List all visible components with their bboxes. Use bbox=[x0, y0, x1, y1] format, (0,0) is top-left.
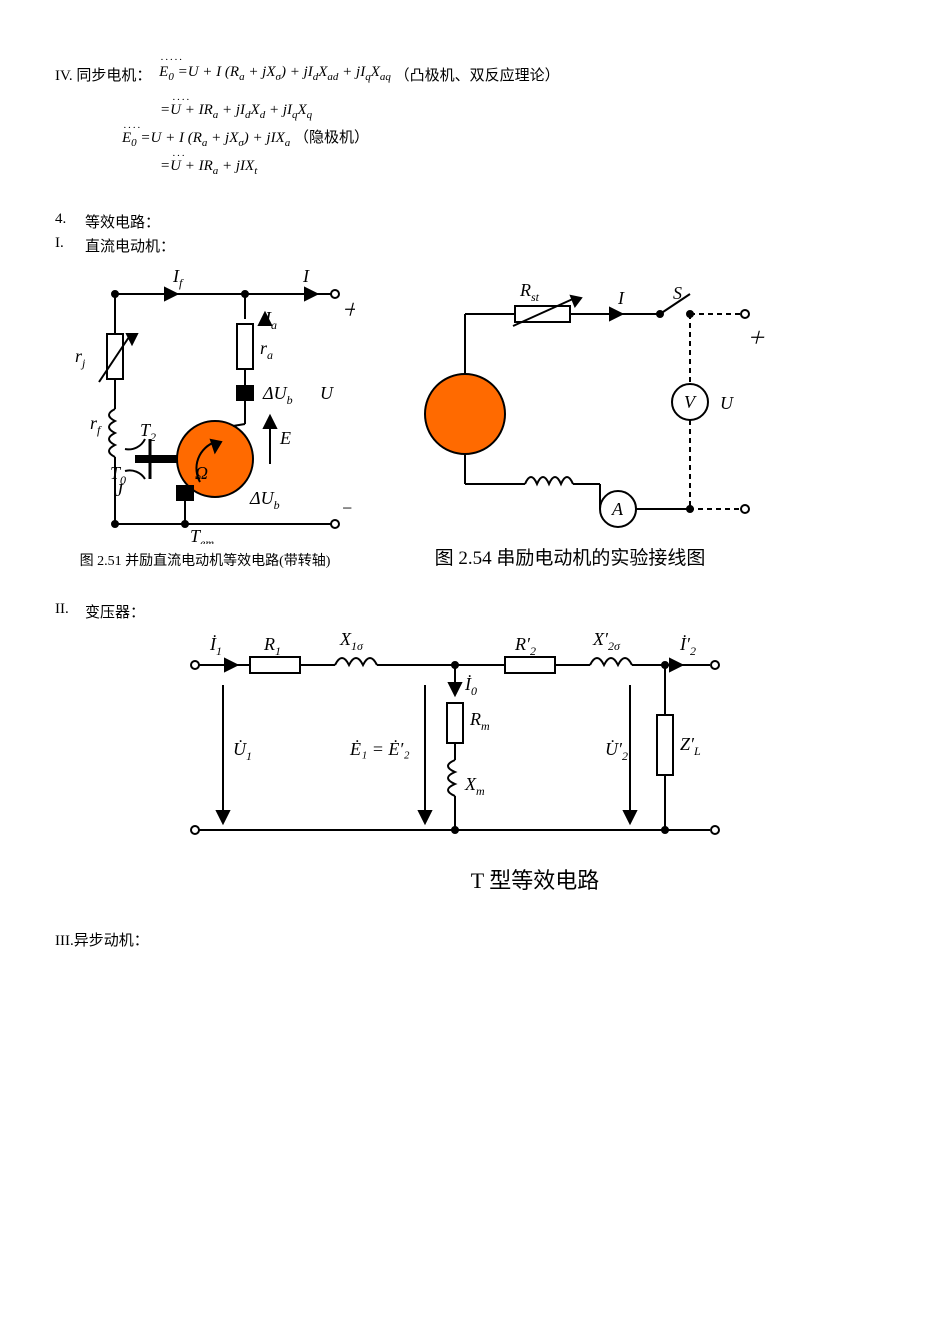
eq2-dots: ···· bbox=[172, 86, 191, 114]
lbl-R1: R1 bbox=[263, 634, 281, 658]
eq1-b6: X bbox=[371, 64, 380, 80]
lbl-U2p: U̇′2 bbox=[605, 738, 628, 763]
eq1-note: （凸极机、双反应理论） bbox=[395, 68, 560, 84]
eq2-b5: X bbox=[298, 102, 307, 118]
lbl-I1: İ1 bbox=[209, 634, 222, 658]
lbl-Omega: Ω bbox=[195, 463, 208, 483]
sec4-title: 等效电路： bbox=[85, 211, 160, 232]
lbl-I2p: İ′2 bbox=[679, 634, 696, 658]
lbl-minus: − bbox=[341, 498, 353, 518]
eq1-b1: =U + I (R bbox=[178, 64, 239, 80]
secI-title: 直流电动机： bbox=[85, 235, 175, 256]
lbl-dUb1: ΔUb bbox=[262, 383, 293, 407]
lbl-S: S bbox=[673, 284, 682, 303]
eq1-lhs: E bbox=[159, 64, 168, 80]
lbl-U1: U̇1 bbox=[233, 738, 252, 763]
eq3-note: （隐极机） bbox=[294, 130, 369, 146]
lbl-I: I bbox=[302, 266, 310, 286]
lbl-E1eq: Ė₁ = Ė′₂ bbox=[349, 739, 410, 759]
lbl-J: J bbox=[115, 480, 124, 500]
lbl-U: U bbox=[320, 383, 334, 403]
lbl-I254: I bbox=[617, 288, 625, 308]
lbl-X2sp: X′2σ bbox=[592, 629, 621, 653]
sec4-num: 4. bbox=[55, 211, 85, 232]
secII-num: II. bbox=[55, 601, 85, 622]
lbl-U254: U bbox=[720, 393, 734, 413]
lbl-ZLp: Z′L bbox=[680, 734, 701, 758]
fig254-caption: 图 2.54 串励电动机的实验接线图 bbox=[375, 543, 765, 570]
secIII-label: III.异步动机： bbox=[55, 933, 149, 949]
lbl-Ia: Ia bbox=[264, 308, 277, 332]
lbl-Rm: Rm bbox=[469, 709, 490, 733]
fig-251-diagram: If I Ia rj ra rf ΔUb ΔUb U E T2 T0 J Ω T… bbox=[55, 264, 355, 544]
eq1-b3: ) + jI bbox=[281, 64, 313, 80]
eq1-b2: + jX bbox=[245, 64, 276, 80]
eq1-dots: ····· bbox=[160, 54, 183, 66]
eq2-b3: X bbox=[251, 102, 260, 118]
eq4-dots: ··· bbox=[172, 142, 186, 170]
eq3-b2: + jX bbox=[207, 130, 238, 146]
eq4-xt: t bbox=[254, 165, 257, 177]
lbl-Tem: Tem bbox=[190, 526, 214, 544]
lbl-R2p: R′2 bbox=[514, 634, 536, 658]
fig-T-diagram: İ1 R1 X1σ R′2 X′2σ İ′2 İ0 Rm Xm U̇1 Ė₁ =… bbox=[175, 625, 735, 855]
eq1-xaq: aq bbox=[380, 71, 391, 83]
lbl-If: If bbox=[172, 266, 184, 290]
lbl-Xm: Xm bbox=[464, 774, 485, 798]
eq4-b1: =U + IR bbox=[160, 158, 213, 174]
secI-num: I. bbox=[55, 235, 85, 256]
lbl-I0: İ0 bbox=[464, 674, 477, 698]
lbl-dUb2: ΔUb bbox=[249, 488, 280, 512]
lbl-rf: rf bbox=[90, 413, 102, 437]
eq1-xad: ad bbox=[327, 71, 338, 83]
lbl-rj: rj bbox=[75, 346, 86, 370]
lbl-E: E bbox=[279, 428, 291, 448]
secII-title: 变压器： bbox=[85, 601, 145, 622]
eq2-b2: + jI bbox=[218, 102, 245, 118]
lbl-plus254: ＋ bbox=[747, 328, 765, 348]
eq2-b4: + jI bbox=[265, 102, 292, 118]
eq1-b5: + jI bbox=[338, 64, 365, 80]
sec-iv-label: IV. 同步电机： bbox=[55, 68, 151, 84]
figT-caption: T 型等效电路 bbox=[175, 863, 895, 895]
fig251-caption: 图 2.51 并励直流电动机等效电路(带转轴) bbox=[55, 550, 355, 570]
eq3-dots: ···· bbox=[123, 114, 142, 142]
eq3-xa: a bbox=[285, 137, 291, 149]
eq4-b2: + jIX bbox=[218, 158, 254, 174]
lbl-Rst: Rst bbox=[519, 284, 540, 304]
lbl-T2: T2 bbox=[140, 420, 156, 444]
lbl-plus: ＋ bbox=[341, 300, 355, 320]
lbl-ra: ra bbox=[260, 338, 273, 362]
eq3-b3: ) + jIX bbox=[244, 130, 285, 146]
lbl-A: A bbox=[611, 499, 624, 519]
eq2-xq: q bbox=[307, 109, 313, 121]
lbl-X1s: X1σ bbox=[339, 629, 364, 653]
fig-254-diagram: Rst I S U V A ＋ bbox=[375, 284, 765, 539]
eq1-lhs-sub: 0 bbox=[168, 71, 174, 83]
